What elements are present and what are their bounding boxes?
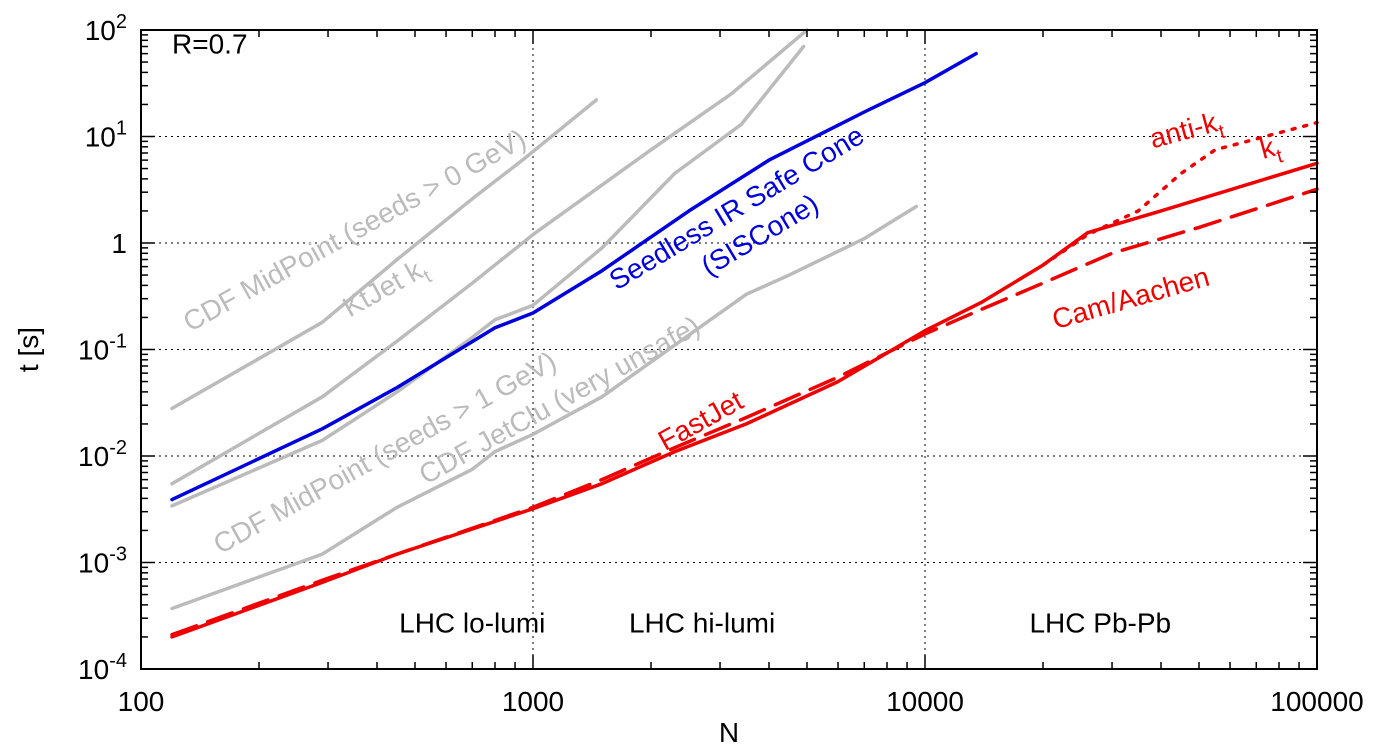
series-line-ktjet (170, 28, 809, 486)
annotation-fastjet: FastJet (653, 385, 749, 457)
y-tick-label: 10-3 (78, 544, 127, 579)
y-axis-label: t [s] (13, 327, 44, 372)
y-tick-label: 1 (111, 228, 127, 259)
axis-ticks: 100 1000 10000 100000 10-4 10-3 10-2 10-1 1 101 10… (78, 11, 1364, 717)
annotation-lo: LHC lo-lumi (399, 608, 545, 639)
series-line-antikt (1041, 120, 1319, 267)
y-tick-label: 101 (85, 118, 127, 153)
annotation-antikt: anti-kt (1146, 105, 1228, 161)
series-line-kt (170, 161, 1319, 639)
grid (141, 30, 1317, 669)
series-lines (170, 28, 1319, 639)
y-tick-label: 10-4 (78, 650, 127, 685)
x-tick-label: 100000 (1270, 686, 1363, 717)
x-tick-label: 10000 (886, 686, 964, 717)
y-tick-label: 102 (85, 11, 127, 46)
y-tick-label: 10-1 (78, 331, 127, 366)
annotation-r: R=0.7 (172, 29, 248, 60)
x-tick-label: 1000 (502, 686, 564, 717)
annotation-midpoint1: CDF MidPoint (seeds > 1 GeV) (208, 345, 561, 560)
annotation-pb: LHC Pb-Pb (1029, 608, 1171, 639)
x-tick-label: 100 (118, 686, 165, 717)
series-line-siscone (170, 51, 978, 502)
series-line-midpoint0 (170, 98, 599, 411)
annotation-kt: kt (1257, 130, 1286, 172)
series-line-midpoint1 (170, 44, 806, 508)
annotation-camaachen: Cam/Aachen (1049, 261, 1213, 335)
series-line-jetclu (170, 204, 919, 611)
annotation-hi: LHC hi-lumi (629, 608, 775, 639)
x-axis-label: N (719, 717, 739, 748)
series-line-camaachen (170, 187, 1319, 637)
y-tick-label: 10-2 (78, 437, 127, 472)
annotation-ktjet: KtJet kt (337, 252, 436, 330)
